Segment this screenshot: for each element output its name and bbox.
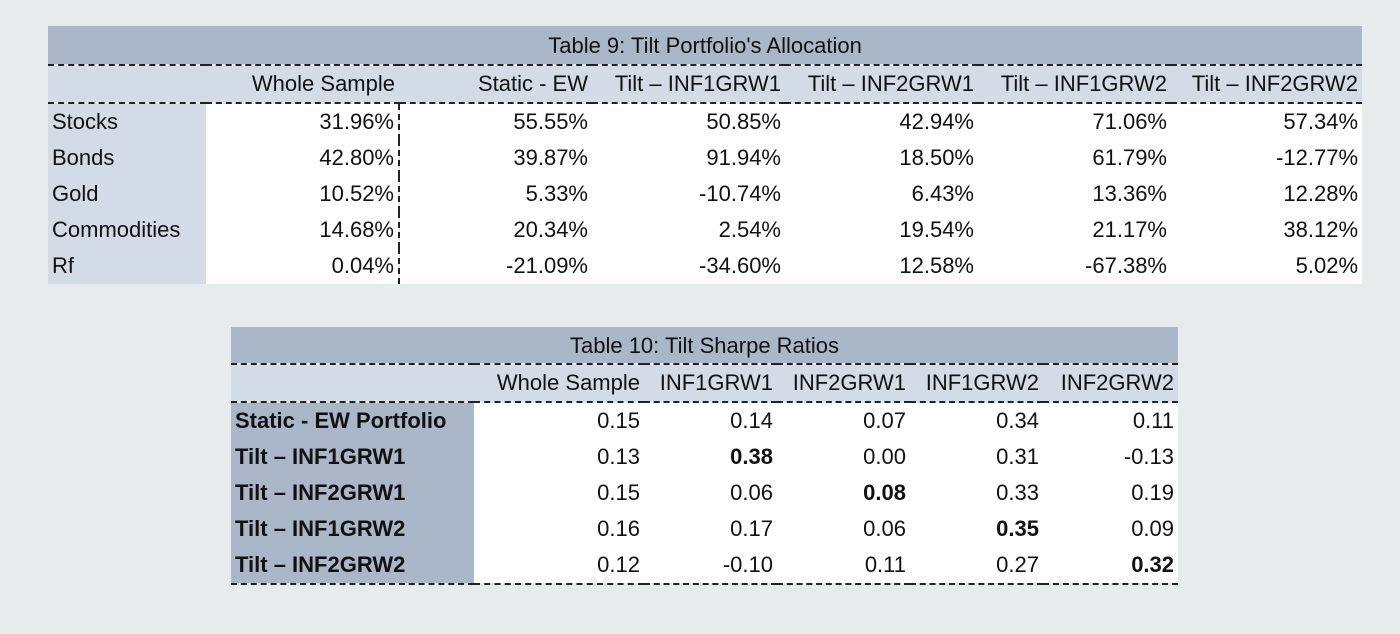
column-header <box>231 364 474 403</box>
column-header: INF1GRW2 <box>910 364 1043 403</box>
table-row: Tilt – INF2GRW1 0.15 0.06 0.08 0.33 0.19 <box>231 475 1179 511</box>
column-header: INF2GRW2 <box>1043 364 1179 403</box>
table-title: Table 10: Tilt Sharpe Ratios <box>231 327 1179 365</box>
table-row: Stocks 31.96% 55.55% 50.85% 42.94% 71.06… <box>48 103 1363 140</box>
table-row: Gold 10.52% 5.33% -10.74% 6.43% 13.36% 1… <box>48 176 1363 212</box>
table-cell: 31.96% <box>206 103 400 140</box>
table-cell: 39.87% <box>399 140 592 176</box>
table-cell: 6.43% <box>785 176 978 212</box>
row-label: Bonds <box>48 140 206 176</box>
table-cell: 0.06 <box>777 511 910 547</box>
table-cell: 0.11 <box>777 547 910 585</box>
table-cell: 50.85% <box>592 103 785 140</box>
table-cell: 0.00 <box>777 439 910 475</box>
table-cell: 0.17 <box>644 511 777 547</box>
table-cell: 12.58% <box>785 248 978 284</box>
table-cell-highlight: 0.38 <box>644 439 777 475</box>
table-row: Tilt – INF1GRW2 0.16 0.17 0.06 0.35 0.09 <box>231 511 1179 547</box>
table-cell: 5.33% <box>399 176 592 212</box>
column-header: INF2GRW1 <box>777 364 910 403</box>
table-cell: -12.77% <box>1171 140 1363 176</box>
table-cell: 0.14 <box>644 402 777 439</box>
table-row: Static - EW Portfolio 0.15 0.14 0.07 0.3… <box>231 402 1179 439</box>
column-header: Whole Sample <box>206 65 399 104</box>
table-cell: 0.06 <box>644 475 777 511</box>
table-row: Tilt – INF2GRW2 0.12 -0.10 0.11 0.27 0.3… <box>231 547 1179 585</box>
table-cell: 18.50% <box>785 140 978 176</box>
table-cell: 61.79% <box>978 140 1171 176</box>
table-cell: -21.09% <box>399 248 592 284</box>
table-row: Rf 0.04% -21.09% -34.60% 12.58% -67.38% … <box>48 248 1363 284</box>
table-cell: 0.19 <box>1043 475 1179 511</box>
table-cell: -10.74% <box>592 176 785 212</box>
table-cell: 20.34% <box>399 212 592 248</box>
table-cell: 0.31 <box>910 439 1043 475</box>
table-cell: 71.06% <box>978 103 1171 140</box>
row-label: Tilt – INF2GRW1 <box>231 475 474 511</box>
table-cell: 0.13 <box>474 439 644 475</box>
column-header: Tilt – INF1GRW1 <box>592 65 785 104</box>
table-cell: 42.80% <box>206 140 400 176</box>
row-label: Static - EW Portfolio <box>231 402 474 439</box>
table-cell: 5.02% <box>1171 248 1363 284</box>
table-cell: 42.94% <box>785 103 978 140</box>
table-cell: 0.16 <box>474 511 644 547</box>
row-label: Tilt – INF1GRW2 <box>231 511 474 547</box>
table-row: Commodities 14.68% 20.34% 2.54% 19.54% 2… <box>48 212 1363 248</box>
column-header: Tilt – INF2GRW2 <box>1171 65 1363 104</box>
column-header: Tilt – INF1GRW2 <box>978 65 1171 104</box>
table-cell: 0.27 <box>910 547 1043 585</box>
table-cell-highlight: 0.08 <box>777 475 910 511</box>
table-cell-highlight: 0.35 <box>910 511 1043 547</box>
table-cell: 0.15 <box>474 475 644 511</box>
allocation-table: Table 9: Tilt Portfolio's Allocation Who… <box>48 26 1363 284</box>
row-label: Tilt – INF2GRW2 <box>231 547 474 585</box>
table-cell: 55.55% <box>399 103 592 140</box>
table-cell: 0.09 <box>1043 511 1179 547</box>
row-label: Gold <box>48 176 206 212</box>
table-cell: 0.11 <box>1043 402 1179 439</box>
sharpe-ratio-table: Table 10: Tilt Sharpe Ratios Whole Sampl… <box>231 327 1179 585</box>
table-cell: 0.04% <box>206 248 400 284</box>
row-label: Stocks <box>48 103 206 140</box>
table-cell: 57.34% <box>1171 103 1363 140</box>
table-cell: -0.10 <box>644 547 777 585</box>
table-cell: 10.52% <box>206 176 400 212</box>
table-cell: 19.54% <box>785 212 978 248</box>
column-header: INF1GRW1 <box>644 364 777 403</box>
row-label: Commodities <box>48 212 206 248</box>
table-cell: 91.94% <box>592 140 785 176</box>
table-cell: 2.54% <box>592 212 785 248</box>
table-cell: 14.68% <box>206 212 400 248</box>
table-cell: -34.60% <box>592 248 785 284</box>
column-header: Tilt – INF2GRW1 <box>785 65 978 104</box>
table-cell: 0.07 <box>777 402 910 439</box>
row-label: Rf <box>48 248 206 284</box>
table-cell: 0.34 <box>910 402 1043 439</box>
table-cell: 38.12% <box>1171 212 1363 248</box>
table-cell: 0.12 <box>474 547 644 585</box>
table-cell: -67.38% <box>978 248 1171 284</box>
table-row: Bonds 42.80% 39.87% 91.94% 18.50% 61.79%… <box>48 140 1363 176</box>
column-header: Static - EW <box>399 65 592 104</box>
table-cell: 12.28% <box>1171 176 1363 212</box>
table-cell: 0.15 <box>474 402 644 439</box>
table-title: Table 9: Tilt Portfolio's Allocation <box>48 26 1363 66</box>
column-header <box>48 65 206 104</box>
table-row: Tilt – INF1GRW1 0.13 0.38 0.00 0.31 -0.1… <box>231 439 1179 475</box>
table-cell: 21.17% <box>978 212 1171 248</box>
row-label: Tilt – INF1GRW1 <box>231 439 474 475</box>
table-cell-highlight: 0.32 <box>1043 547 1179 585</box>
table-cell: 13.36% <box>978 176 1171 212</box>
column-header: Whole Sample <box>474 364 644 403</box>
table-cell: -0.13 <box>1043 439 1179 475</box>
table-cell: 0.33 <box>910 475 1043 511</box>
